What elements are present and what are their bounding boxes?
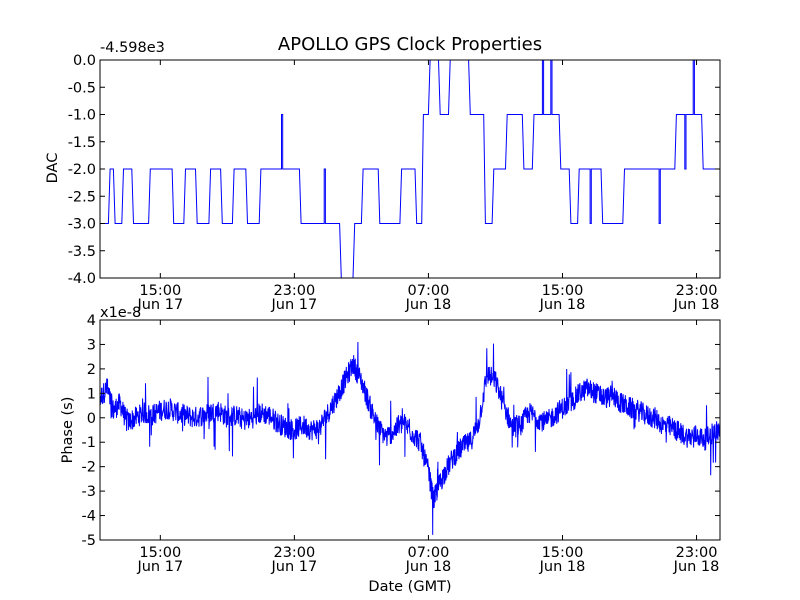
phase-x-tick-time: 23:00 bbox=[273, 545, 315, 561]
dac-y-tick-label: -1.5 bbox=[68, 135, 96, 151]
phase-y-tick-label: 3 bbox=[87, 337, 96, 353]
phase-x-tick-date: Jun 18 bbox=[405, 559, 452, 575]
phase-plot-frame bbox=[99, 319, 721, 541]
phase-x-tick-date: Jun 18 bbox=[673, 559, 720, 575]
dac-chart: APOLLO GPS Clock Properties -4.598e3 DAC… bbox=[45, 34, 721, 313]
phase-offset-label: x1e-8 bbox=[100, 305, 141, 321]
phase-y-ticks: 4 3 2 1 0 -1 -2 -3 -4 -5 bbox=[82, 313, 720, 549]
dac-y-axis-label: DAC bbox=[45, 153, 61, 184]
phase-series-line bbox=[100, 341, 720, 535]
dac-offset-label: -4.598e3 bbox=[100, 40, 165, 56]
phase-x-tick-time: 15:00 bbox=[139, 545, 181, 561]
phase-y-tick-label: 0 bbox=[87, 411, 96, 427]
dac-x-tick-date: Jun 18 bbox=[673, 297, 720, 313]
phase-x-tick-date: Jun 17 bbox=[271, 559, 318, 575]
dac-y-tick-label: -2.0 bbox=[68, 162, 96, 178]
dac-x-tick-time: 15:00 bbox=[542, 283, 584, 299]
dac-y-tick-label: -3.0 bbox=[68, 217, 96, 233]
phase-x-tick-time: 23:00 bbox=[676, 545, 718, 561]
dac-series-line bbox=[100, 60, 720, 278]
dac-y-tick-label: -1.0 bbox=[68, 108, 96, 124]
phase-y-tick-label: -2 bbox=[82, 460, 96, 476]
dac-y-tick-label: -3.5 bbox=[68, 244, 96, 260]
phase-y-tick-label: 4 bbox=[87, 313, 96, 329]
dac-x-tick-date: Jun 17 bbox=[136, 297, 183, 313]
dac-y-ticks: 0.0 -0.5 -1.0 -1.5 -2.0 -2.5 -3.0 -3.5 -4.0 bbox=[68, 53, 720, 287]
dac-y-tick-label: 0.0 bbox=[73, 53, 96, 69]
phase-x-tick-time: 15:00 bbox=[542, 545, 584, 561]
dac-plot-frame bbox=[99, 59, 721, 279]
phase-y-tick-label: 1 bbox=[87, 386, 96, 402]
dac-x-tick-time: 07:00 bbox=[408, 283, 450, 299]
dac-x-tick-date: Jun 18 bbox=[539, 297, 586, 313]
phase-y-tick-label: -4 bbox=[82, 509, 96, 525]
phase-y-tick-label: -5 bbox=[82, 533, 96, 549]
dac-y-tick-label: -2.5 bbox=[68, 189, 96, 205]
phase-x-tick-date: Jun 18 bbox=[539, 559, 586, 575]
chart-title: APOLLO GPS Clock Properties bbox=[278, 34, 542, 55]
phase-y-tick-label: 2 bbox=[87, 362, 96, 378]
phase-x-axis-label: Date (GMT) bbox=[368, 579, 451, 595]
dac-x-tick-time: 15:00 bbox=[139, 283, 181, 299]
phase-y-tick-label: -3 bbox=[82, 484, 96, 500]
phase-x-tick-date: Jun 17 bbox=[136, 559, 183, 575]
dac-x-tick-date: Jun 17 bbox=[271, 297, 318, 313]
dac-x-tick-date: Jun 18 bbox=[405, 297, 452, 313]
dac-y-tick-label: -4.0 bbox=[68, 271, 96, 287]
phase-chart: x1e-8 Phase (s) Date (GMT) 4 3 2 1 0 -1 -2 -3 -4… bbox=[60, 305, 721, 595]
phase-x-tick-time: 07:00 bbox=[408, 545, 450, 561]
phase-y-tick-label: -1 bbox=[82, 435, 96, 451]
dac-y-tick-label: -0.5 bbox=[68, 80, 96, 96]
dac-x-tick-time: 23:00 bbox=[676, 283, 718, 299]
dac-x-tick-time: 23:00 bbox=[273, 283, 315, 299]
phase-y-axis-label: Phase (s) bbox=[60, 397, 76, 464]
